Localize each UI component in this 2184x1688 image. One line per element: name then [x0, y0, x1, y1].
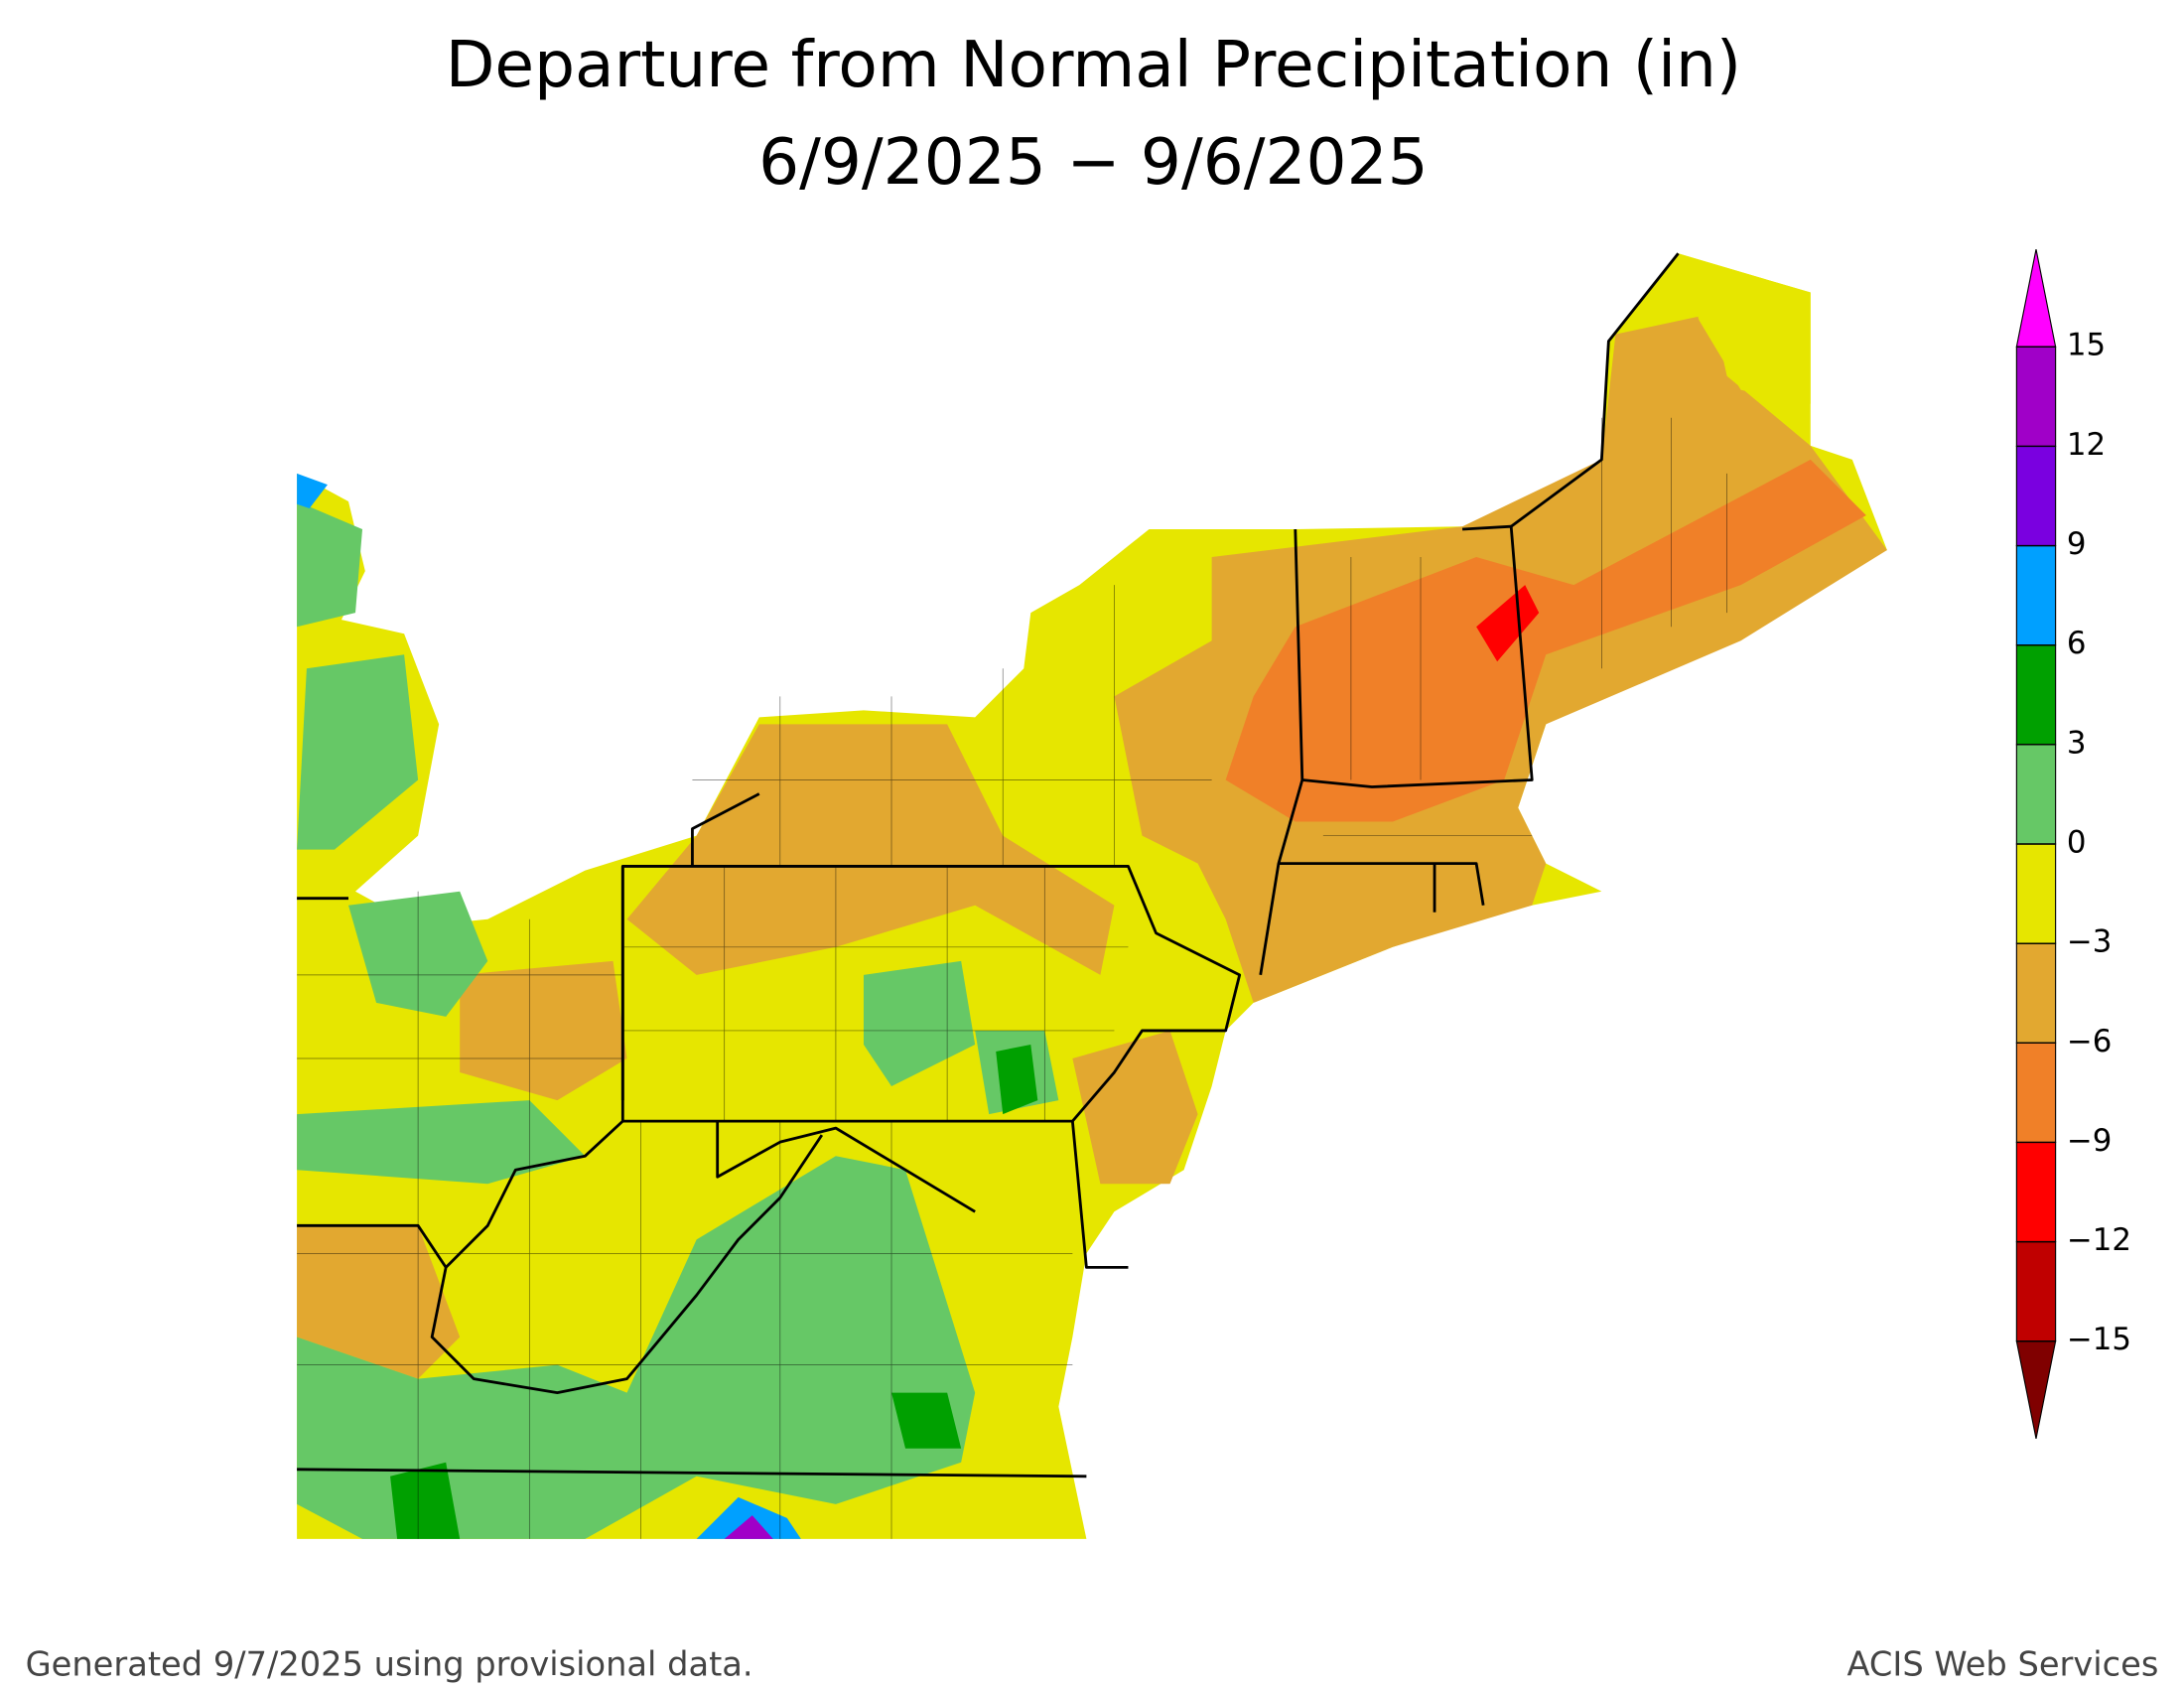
legend-tick-label: 6: [2067, 626, 2087, 661]
dry-region: [626, 724, 1115, 975]
footer-credit: ACIS Web Services: [1847, 1644, 2159, 1683]
county-lines: [297, 417, 1727, 1539]
title: Departure from Normal Precipitation (in): [446, 28, 1741, 102]
legend-swatch: [2015, 445, 2057, 547]
map: [297, 252, 1887, 1539]
legend: −15 −12 −9 −6 −3 0 3 6 9 12 15: [2015, 248, 2131, 1440]
legend-tick-label: 0: [2067, 825, 2087, 861]
very-wet-spot: [390, 1462, 461, 1539]
legend-swatch: [2015, 544, 2057, 646]
legend-tick-label: 12: [2067, 427, 2106, 463]
legend-under: [2015, 1340, 2057, 1440]
dry-region: [460, 960, 627, 1101]
legend-tick-label: 3: [2067, 725, 2087, 761]
very-dry-region: [1225, 459, 1866, 822]
wet-region: [297, 1156, 976, 1539]
legend-tick-label: 15: [2067, 328, 2106, 363]
legend-swatch: [2015, 346, 2057, 447]
legend-tick-label: −3: [2067, 924, 2112, 960]
legend-swatch: [2015, 942, 2057, 1044]
legend-tick-label: −9: [2067, 1123, 2112, 1159]
legend-swatch: [2015, 1241, 2057, 1342]
legend-swatch: [2015, 843, 2057, 944]
very-wet-spot: [891, 1392, 962, 1449]
wettest-spot: [696, 1496, 801, 1539]
legend-over: [2015, 248, 2057, 348]
dry-region: [297, 1225, 461, 1379]
dry-region: [1072, 1030, 1198, 1185]
wettest-spot: [724, 1515, 773, 1539]
legend-tick-label: −12: [2067, 1222, 2131, 1258]
legend-swatch: [2015, 644, 2057, 746]
wet-region: [297, 1100, 586, 1185]
state-borders: [297, 252, 1680, 1478]
wet-spot: [1678, 253, 1811, 404]
footer-note: Generated 9/7/2025 using provisional dat…: [26, 1644, 753, 1683]
very-wet-spot: [996, 1044, 1038, 1115]
legend-swatch: [2015, 1141, 2057, 1243]
legend-tick-label: −6: [2067, 1024, 2112, 1059]
wet-region: [297, 654, 419, 850]
legend-tick-label: −15: [2067, 1322, 2131, 1357]
wettest-spot: [297, 473, 328, 508]
legend-swatch: [2015, 744, 2057, 845]
driest-spot: [1476, 585, 1540, 662]
legend-swatch: [2015, 1042, 2057, 1144]
wet-region: [297, 500, 363, 628]
subtitle: 6/9/2025 − 9/6/2025: [758, 125, 1429, 200]
legend-tick-label: 9: [2067, 526, 2087, 562]
